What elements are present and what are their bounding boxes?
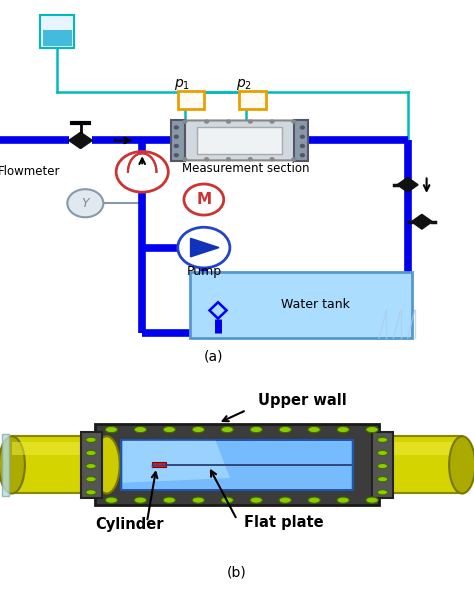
Polygon shape [397,178,408,192]
Circle shape [174,135,178,138]
Circle shape [227,158,230,161]
Circle shape [163,497,175,503]
Circle shape [178,227,230,268]
Polygon shape [123,441,230,484]
Circle shape [134,427,146,433]
Circle shape [301,144,304,147]
Polygon shape [81,132,92,148]
Circle shape [86,464,96,468]
Circle shape [163,427,175,433]
Text: (a): (a) [203,349,223,364]
Circle shape [86,451,96,455]
Polygon shape [69,132,81,148]
Text: Flat plate: Flat plate [244,515,324,530]
Bar [367,436,462,493]
Circle shape [377,451,388,455]
Text: Flowmeter: Flowmeter [0,165,60,178]
Bar [43,30,72,46]
Bar [95,424,379,505]
Circle shape [183,120,187,123]
Circle shape [105,427,118,433]
Text: $p_1$: $p_1$ [174,77,191,92]
Circle shape [105,497,118,503]
Circle shape [184,184,224,215]
Circle shape [377,437,388,442]
Circle shape [377,477,388,482]
Bar [171,120,185,161]
Bar [294,120,308,161]
Text: $p_2$: $p_2$ [236,77,252,92]
Bar [372,432,393,498]
Circle shape [134,497,146,503]
Bar [152,462,166,467]
Circle shape [270,158,274,161]
Circle shape [301,154,304,157]
Bar [123,441,351,489]
Circle shape [174,126,178,129]
Bar [190,272,412,338]
Circle shape [248,158,252,161]
Bar [12,436,107,493]
Circle shape [174,154,178,157]
Text: Pump: Pump [186,265,221,278]
Circle shape [308,427,320,433]
Circle shape [221,497,233,503]
Circle shape [86,477,96,482]
Text: Water tank: Water tank [281,299,350,311]
Polygon shape [408,178,418,192]
Circle shape [270,120,274,123]
Text: (b): (b) [227,566,247,580]
Circle shape [301,126,304,129]
Circle shape [292,158,296,161]
Circle shape [377,464,388,468]
Ellipse shape [354,436,380,493]
Text: Y: Y [82,197,89,210]
Polygon shape [422,215,432,229]
Circle shape [377,490,388,495]
Bar [178,91,204,109]
Circle shape [366,427,378,433]
Ellipse shape [449,436,474,493]
Circle shape [183,158,187,161]
Bar [81,432,102,498]
Polygon shape [191,238,219,257]
Bar [2,434,9,496]
Circle shape [301,135,304,138]
Ellipse shape [0,436,25,493]
FancyBboxPatch shape [177,120,301,160]
Circle shape [227,120,230,123]
Circle shape [116,151,168,192]
Circle shape [67,189,103,218]
Circle shape [337,427,349,433]
Bar [12,442,107,455]
Circle shape [248,120,252,123]
Circle shape [205,158,209,161]
Bar [239,91,266,109]
Circle shape [337,497,349,503]
Ellipse shape [94,436,119,493]
Circle shape [250,497,263,503]
Circle shape [366,497,378,503]
Text: M: M [196,192,211,207]
Polygon shape [411,215,422,229]
Circle shape [279,497,292,503]
Circle shape [86,490,96,495]
Circle shape [279,427,292,433]
Circle shape [250,427,263,433]
Bar [367,442,462,455]
Text: Cylinder: Cylinder [95,517,164,532]
Circle shape [205,120,209,123]
Circle shape [174,144,178,147]
Circle shape [308,497,320,503]
Circle shape [192,427,204,433]
Bar [40,15,74,48]
Circle shape [292,120,296,123]
Bar [121,440,353,490]
Circle shape [192,497,204,503]
Text: Upper wall: Upper wall [258,393,347,408]
Bar [197,127,282,154]
Circle shape [86,437,96,442]
Text: Measurement section: Measurement section [182,162,310,175]
Circle shape [221,427,233,433]
